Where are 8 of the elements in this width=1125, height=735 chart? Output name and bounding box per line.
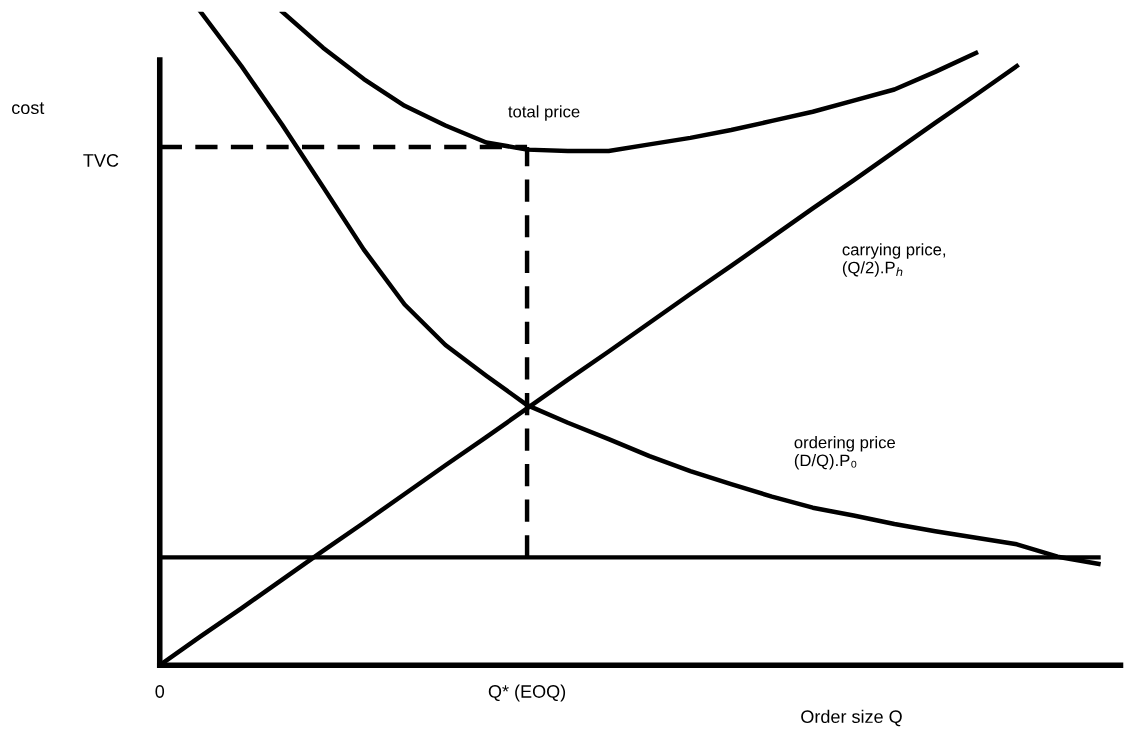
ref-line-label: TVC xyxy=(83,154,119,167)
text: carrying price, (Q/2).P$_{h}$ xyxy=(842,243,946,277)
x-tick-label: Q* (EOQ) xyxy=(488,684,566,702)
text: cost xyxy=(12,102,45,115)
x-tick-label: 0 xyxy=(155,685,165,698)
x-axis-title: Order size Q xyxy=(801,709,902,727)
series-label: total price xyxy=(508,105,580,121)
series-label: ordering price (D/Q).P₀ xyxy=(794,436,896,470)
